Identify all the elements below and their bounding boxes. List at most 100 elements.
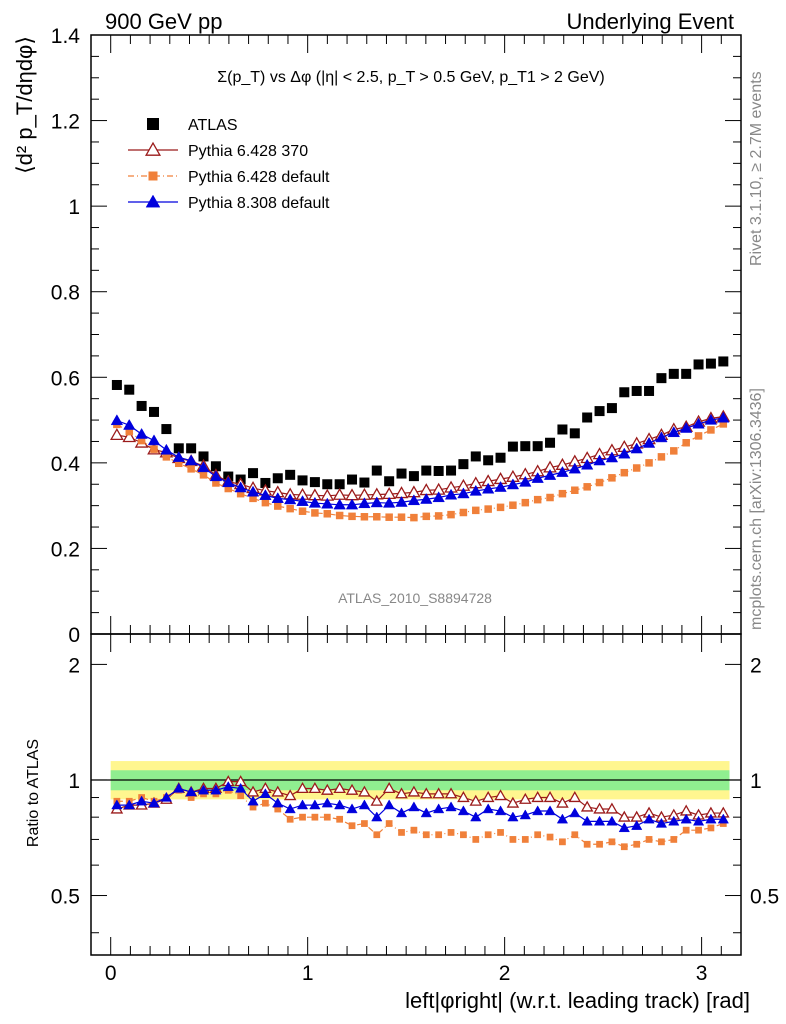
main-point-pythia-8-308-default bbox=[642, 436, 656, 448]
ratio-point-pythia-6-428-370 bbox=[457, 791, 470, 803]
main-point-atlas bbox=[210, 461, 221, 472]
ratio-point-pythia-6-428-default bbox=[534, 831, 542, 839]
ratio-point-pythia-6-428-370 bbox=[679, 804, 693, 816]
ratio-axis-ticks: 0.5 0.5 1 1 2 2 0 1 2 3 bbox=[51, 634, 779, 985]
main-point-pythia-6-428-default bbox=[311, 509, 319, 517]
main-point-pythia-8-308-default bbox=[160, 443, 173, 455]
ratio-point-pythia-6-428-370 bbox=[333, 782, 346, 794]
main-point-pythia-8-308-default bbox=[345, 498, 359, 510]
main-series-atlas bbox=[111, 356, 729, 490]
main-point-atlas bbox=[371, 465, 382, 476]
main-point-atlas bbox=[186, 443, 197, 454]
main-point-pythia-6-428-default bbox=[459, 508, 468, 517]
main-point-pythia-6-428-default bbox=[645, 459, 653, 467]
main-point-atlas bbox=[124, 384, 135, 395]
main-point-atlas bbox=[644, 385, 655, 396]
main-point-atlas bbox=[421, 465, 432, 476]
main-point-pythia-8-308-default bbox=[605, 451, 619, 463]
ratio-point-pythia-8-308-default bbox=[371, 811, 383, 822]
legend-label-pythia-8-308-default: Pythia 8.308 default bbox=[188, 195, 330, 212]
ratio-y-label: Ratio to ATLAS bbox=[25, 739, 42, 847]
ratio-point-pythia-6-428-370 bbox=[531, 791, 544, 803]
main-point-pythia-6-428-default bbox=[620, 468, 629, 477]
main-point-pythia-6-428-default bbox=[323, 510, 332, 518]
main-point-atlas bbox=[470, 451, 481, 462]
ratio-point-pythia-6-428-default bbox=[460, 831, 467, 839]
ratio-point-pythia-6-428-370 bbox=[593, 802, 606, 814]
main-point-atlas bbox=[149, 406, 160, 417]
main-point-pythia-8-308-default bbox=[506, 478, 520, 490]
ratio-point-pythia-6-428-370 bbox=[419, 787, 433, 799]
main-point-atlas bbox=[384, 476, 395, 487]
main-point-pythia-8-308-default bbox=[184, 454, 198, 466]
main-point-atlas bbox=[631, 385, 642, 396]
main-point-pythia-6-428-default bbox=[212, 479, 220, 487]
main-point-pythia-6-428-default bbox=[509, 501, 517, 509]
main-point-atlas bbox=[458, 459, 469, 470]
main-point-pythia-6-428-default bbox=[719, 420, 728, 428]
ratio-point-pythia-8-308-default bbox=[433, 803, 445, 814]
main-point-pythia-6-428-370 bbox=[122, 430, 137, 443]
main-point-pythia-6-428-default bbox=[694, 432, 703, 440]
ratio-point-pythia-6-428-default bbox=[299, 813, 306, 821]
main-point-pythia-6-428-default bbox=[187, 465, 195, 473]
main-point-pythia-8-308-default bbox=[481, 482, 495, 494]
main-point-pythia-8-308-default bbox=[395, 495, 408, 507]
main-series-pythia-6-428-default bbox=[113, 420, 728, 522]
ratio-point-pythia-6-428-default bbox=[509, 836, 517, 843]
main-point-atlas bbox=[309, 477, 320, 488]
main-point-pythia-6-428-default bbox=[496, 503, 505, 512]
main-y-tick-label: 1 bbox=[68, 196, 80, 219]
main-point-atlas bbox=[396, 468, 407, 479]
main-point-pythia-6-428-default bbox=[137, 436, 146, 445]
ratio-point-pythia-6-428-default bbox=[311, 813, 319, 821]
ratio-point-pythia-8-308-default bbox=[321, 797, 333, 808]
legend-label-pythia-6-428-default: Pythia 6.428 default bbox=[188, 169, 330, 186]
main-point-pythia-6-428-default bbox=[533, 495, 542, 504]
main-point-atlas bbox=[173, 443, 184, 454]
main-point-atlas bbox=[681, 368, 692, 379]
main-point-atlas bbox=[272, 473, 283, 484]
ratio-point-pythia-8-308-default bbox=[556, 813, 569, 824]
analysis-id: ATLAS_2010_S8894728 bbox=[338, 590, 492, 606]
main-point-pythia-6-428-default bbox=[595, 478, 604, 487]
ratio-point-pythia-6-428-370 bbox=[308, 782, 322, 794]
main-point-pythia-6-428-default bbox=[175, 459, 183, 468]
main-point-pythia-6-428-default bbox=[261, 498, 270, 507]
ratio-point-pythia-6-428-default bbox=[187, 794, 195, 801]
main-point-pythia-6-428-default bbox=[162, 453, 171, 461]
main-point-atlas bbox=[545, 437, 556, 448]
ratio-point-pythia-6-428-370 bbox=[580, 800, 594, 812]
main-point-pythia-6-428-default bbox=[397, 513, 406, 521]
main-point-pythia-6-428-370 bbox=[110, 427, 124, 441]
main-point-atlas bbox=[495, 452, 506, 463]
ratio-point-pythia-6-428-370 bbox=[358, 785, 371, 797]
main-point-pythia-6-428-default bbox=[558, 489, 567, 498]
ratio-point-pythia-6-428-default bbox=[249, 803, 257, 811]
legend-label-pythia-6-428-370: Pythia 6.428 370 bbox=[188, 143, 308, 160]
main-point-pythia-6-428-default bbox=[373, 513, 381, 521]
ratio-point-pythia-8-308-default bbox=[272, 797, 284, 808]
main-point-pythia-6-428-default bbox=[484, 505, 492, 513]
main-title: Σ(p_T) vs Δφ (|η| < 2.5, p_T > 0.5 GeV, … bbox=[217, 69, 604, 86]
main-point-atlas bbox=[446, 465, 457, 476]
ratio-plot-panel: 0.5 0.5 1 1 2 2 0 1 2 3 Ratio to ATLAS left|φrigh… bbox=[25, 633, 779, 1013]
ratio-point-pythia-8-308-default bbox=[420, 807, 432, 818]
ratio-point-pythia-8-308-default bbox=[358, 799, 371, 810]
ratio-point-pythia-8-308-default bbox=[668, 815, 680, 826]
ratio-point-pythia-6-428-default bbox=[447, 829, 455, 836]
ratio-point-pythia-6-428-default bbox=[645, 836, 653, 843]
main-point-atlas bbox=[347, 474, 358, 485]
ratio-y-tick-label-left: 2 bbox=[68, 654, 80, 677]
ratio-point-pythia-8-308-default bbox=[569, 807, 581, 818]
ratio-point-pythia-6-428-default bbox=[620, 843, 628, 851]
ratio-point-pythia-8-308-default bbox=[173, 782, 185, 793]
ratio-point-pythia-6-428-370 bbox=[395, 787, 408, 799]
main-point-atlas bbox=[433, 465, 444, 476]
main-point-pythia-8-308-default bbox=[618, 447, 631, 459]
main-point-pythia-8-308-default bbox=[358, 497, 371, 509]
ratio-point-pythia-6-428-default bbox=[286, 815, 294, 823]
legend-marker-atlas bbox=[147, 118, 159, 130]
main-point-pythia-8-308-default bbox=[110, 414, 124, 426]
ratio-point-pythia-8-308-default bbox=[160, 791, 172, 802]
